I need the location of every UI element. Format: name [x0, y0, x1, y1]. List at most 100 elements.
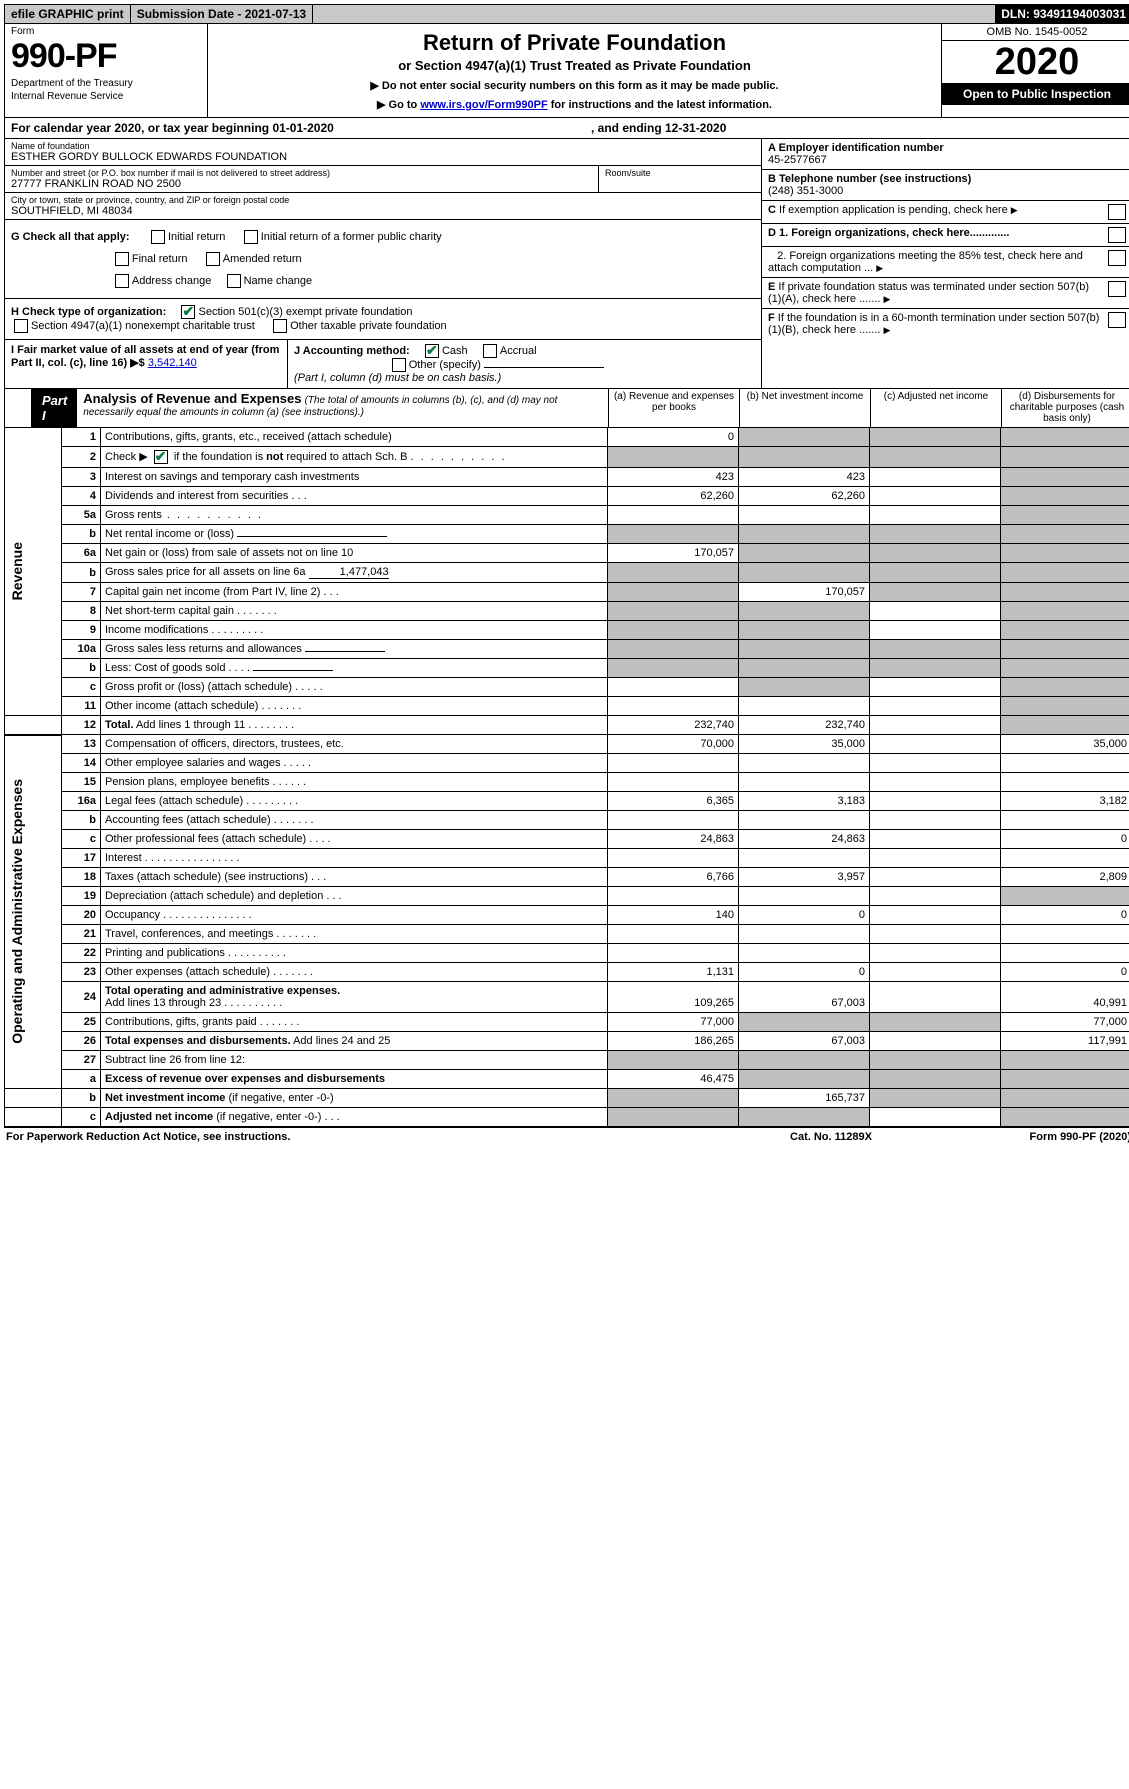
table-row: 14Other employee salaries and wages . . … — [5, 754, 1129, 773]
line-num: 7 — [62, 583, 101, 602]
c-exempt-checkbox[interactable] — [1108, 204, 1126, 220]
table-row: 2 Check ▶ if the foundation is not requi… — [5, 447, 1129, 468]
ein-label: A Employer identification number — [768, 142, 1126, 154]
col-d-val: 35,000 — [1001, 735, 1129, 754]
col-b-val: 24,863 — [739, 830, 870, 849]
line-desc: Interest . . . . . . . . . . . . . . . . — [101, 849, 608, 868]
col-d-val: 0 — [1001, 830, 1129, 849]
line-desc: Contributions, gifts, grants, etc., rece… — [101, 428, 608, 447]
d2-cell: 2. Foreign organizations meeting the 85%… — [762, 247, 1129, 278]
city-value: SOUTHFIELD, MI 48034 — [11, 205, 755, 217]
line-num: 9 — [62, 621, 101, 640]
col-b-val: 232,740 — [739, 716, 870, 735]
form990pf-link[interactable]: www.irs.gov/Form990PF — [420, 99, 547, 111]
line-desc: Check ▶ if the foundation is not require… — [101, 447, 608, 468]
line-num: 5a — [62, 506, 101, 525]
other-method-checkbox[interactable] — [392, 358, 406, 372]
cash-checkbox[interactable] — [425, 344, 439, 358]
line-desc: Other professional fees (attach schedule… — [101, 830, 608, 849]
table-row: 27Subtract line 26 from line 12: — [5, 1051, 1129, 1070]
other-taxable-checkbox[interactable] — [273, 319, 287, 333]
col-a-val: 140 — [608, 906, 739, 925]
col-a-val: 70,000 — [608, 735, 739, 754]
line-desc: Pension plans, employee benefits . . . .… — [101, 773, 608, 792]
line-desc: Capital gain net income (from Part IV, l… — [101, 583, 608, 602]
4947a1-checkbox[interactable] — [14, 319, 28, 333]
line-num: b — [62, 525, 101, 544]
table-row: 5aGross rents — [5, 506, 1129, 525]
col-a-val: 6,766 — [608, 868, 739, 887]
i-j-row: I Fair market value of all assets at end… — [5, 340, 761, 388]
line-desc: Accounting fees (attach schedule) . . . … — [101, 811, 608, 830]
irs: Internal Revenue Service — [11, 91, 201, 102]
table-row: 12Total. Add lines 1 through 11 . . . . … — [5, 716, 1129, 735]
accrual-checkbox[interactable] — [483, 344, 497, 358]
ein-cell: A Employer identification number 45-2577… — [762, 139, 1129, 170]
f-checkbox[interactable] — [1108, 312, 1126, 328]
footer: For Paperwork Reduction Act Notice, see … — [4, 1128, 1129, 1146]
line-num: 8 — [62, 602, 101, 621]
room-suite: Room/suite — [598, 166, 761, 192]
line-desc: Dividends and interest from securities .… — [101, 487, 608, 506]
efile-print-button[interactable]: efile GRAPHIC print — [5, 5, 131, 23]
table-row: 10aGross sales less returns and allowanc… — [5, 640, 1129, 659]
line-num: c — [62, 830, 101, 849]
col-a-val: 109,265 — [608, 982, 739, 1013]
line-desc: Legal fees (attach schedule) . . . . . .… — [101, 792, 608, 811]
col-b-val: 0 — [739, 963, 870, 982]
sch-b-checkbox[interactable] — [154, 450, 168, 464]
fmv-value-link[interactable]: 3,542,140 — [148, 357, 197, 369]
ein-value: 45-2577667 — [768, 154, 1126, 166]
table-row: cGross profit or (loss) (attach schedule… — [5, 678, 1129, 697]
amended-return-checkbox[interactable] — [206, 252, 220, 266]
table-row: bNet investment income (if negative, ent… — [5, 1089, 1129, 1108]
d2-checkbox[interactable] — [1108, 250, 1126, 266]
j-accrual: Accrual — [500, 345, 537, 357]
line-num: 16a — [62, 792, 101, 811]
d1-checkbox[interactable] — [1108, 227, 1126, 243]
line-desc: Taxes (attach schedule) (see instruction… — [101, 868, 608, 887]
line-desc: Occupancy . . . . . . . . . . . . . . . — [101, 906, 608, 925]
open-to-public: Open to Public Inspection — [942, 83, 1129, 105]
line-num: c — [62, 1108, 101, 1127]
d1-cell: D 1. Foreign organizations, check here..… — [762, 224, 1129, 247]
col-d-header: (d) Disbursements for charitable purpose… — [1002, 389, 1129, 427]
foundation-name-cell: Name of foundation ESTHER GORDY BULLOCK … — [5, 139, 761, 166]
line-desc: Gross rents — [101, 506, 608, 525]
name-change-checkbox[interactable] — [227, 274, 241, 288]
r2-pre: Check ▶ — [105, 451, 148, 463]
table-row: cOther professional fees (attach schedul… — [5, 830, 1129, 849]
i-cell: I Fair market value of all assets at end… — [5, 340, 288, 388]
g-opt5: Address change — [132, 275, 212, 287]
g-opt6: Name change — [244, 275, 313, 287]
e-checkbox[interactable] — [1108, 281, 1126, 297]
line-num: 20 — [62, 906, 101, 925]
final-return-checkbox[interactable] — [115, 252, 129, 266]
line-num: 15 — [62, 773, 101, 792]
col-a-val: 170,057 — [608, 544, 739, 563]
table-row: 18Taxes (attach schedule) (see instructi… — [5, 868, 1129, 887]
form-subtitle: or Section 4947(a)(1) Trust Treated as P… — [214, 58, 935, 73]
r2-bold: not — [266, 451, 283, 463]
col-c-header: (c) Adjusted net income — [871, 389, 1002, 427]
tel-cell: B Telephone number (see instructions) (2… — [762, 170, 1129, 201]
col-b-val: 423 — [739, 468, 870, 487]
line-num: 10a — [62, 640, 101, 659]
col-a-val: 6,365 — [608, 792, 739, 811]
col-b-val: 62,260 — [739, 487, 870, 506]
col-d-val — [1001, 428, 1129, 447]
col-b-val: 3,183 — [739, 792, 870, 811]
table-row: 4Dividends and interest from securities … — [5, 487, 1129, 506]
address-change-checkbox[interactable] — [115, 274, 129, 288]
table-row: bLess: Cost of goods sold . . . . — [5, 659, 1129, 678]
line-num: 3 — [62, 468, 101, 487]
col-b-val: 0 — [739, 906, 870, 925]
j-label: J Accounting method: — [294, 345, 410, 357]
other-specify-line[interactable] — [484, 367, 604, 368]
col-a-val: 0 — [608, 428, 739, 447]
initial-return-former-checkbox[interactable] — [244, 230, 258, 244]
dln: DLN: 93491194003031 — [995, 5, 1129, 23]
initial-return-checkbox[interactable] — [151, 230, 165, 244]
table-row: 24Total operating and administrative exp… — [5, 982, 1129, 1013]
501c3-checkbox[interactable] — [181, 305, 195, 319]
